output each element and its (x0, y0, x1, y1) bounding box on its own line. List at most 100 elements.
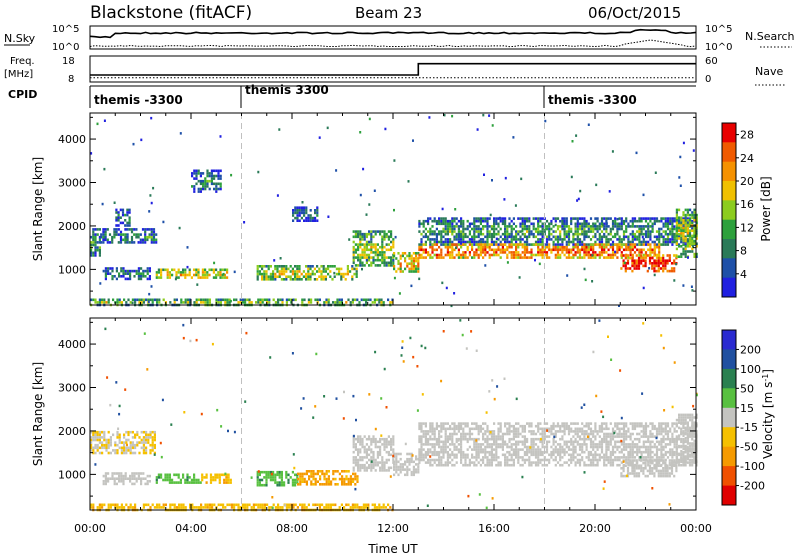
nsky-left-tick-top: 10^5 (52, 24, 79, 35)
power-cbar-swatch-7 (722, 258, 736, 279)
vel-cbar-swatch-5 (722, 427, 736, 448)
nsky-left-tick-bottom: 10^0 (52, 42, 79, 53)
vel-cbar-tick-2: 50 (740, 382, 754, 395)
power-echo-band-7 (393, 252, 420, 273)
velocity-echo-band-0 (90, 430, 156, 455)
vel-cbar-swatch-7 (722, 466, 736, 486)
velocity-echo-band-4 (256, 470, 299, 487)
power-cbar-tick-0: 4 (740, 268, 747, 281)
power-cbar-swatch-2 (722, 161, 736, 182)
freq-trace (90, 62, 696, 76)
power-echo-marks (90, 113, 698, 308)
vel-cbar-swatch-2 (722, 368, 736, 389)
power-colorbar-label: Power [dB] (759, 176, 773, 241)
power-echo-band-10 (620, 254, 678, 273)
power-cbar-swatch-1 (722, 142, 736, 163)
vel-cbar-swatch-4 (722, 407, 736, 428)
time-tick-label-1: 04:00 (175, 522, 207, 535)
time-tick-label-4: 16:00 (478, 522, 510, 535)
velocity-ytick-label-3: 4000 (58, 338, 86, 351)
power-cbar-tick-5: 24 (740, 152, 754, 165)
power-cbar-swatch-6 (722, 239, 736, 259)
power-echo-band-14 (292, 206, 319, 222)
velocity-echo-band-7 (393, 452, 420, 477)
velocity-axis: 1000 2000 3000 4000 00:00 04:00 08:00 12:00 16:0… (58, 318, 712, 535)
vel-cbar-tick-1: 100 (740, 363, 761, 376)
vel-cbar-swatch-0 (722, 330, 736, 350)
nsky-trace (89, 28, 697, 39)
nsearch-trace (89, 39, 697, 48)
velocity-ytick-label-2: 3000 (58, 382, 86, 395)
freq-panel-frame (89, 55, 697, 83)
power-ytick-label-1: 2000 (58, 220, 86, 233)
power-echo-band-3 (115, 208, 131, 227)
power-colorbar: 4 8 12 16 20 24 28 (721, 122, 754, 298)
time-tick-label-0: 00:00 (74, 522, 106, 535)
vel-cbar-tick-3: 15 (740, 402, 754, 415)
power-cbar-tick-4: 20 (740, 175, 754, 188)
power-ytick-label-0: 1000 (58, 263, 86, 276)
cpid-segment-label-0: themis -3300 (94, 93, 183, 107)
power-cbar-tick-6: 28 (740, 129, 754, 142)
nsky-right-tick-bottom: 10^0 (705, 42, 732, 53)
nsky-right-tick-top: 10^5 (705, 24, 732, 35)
velocity-ytick-label-0: 1000 (58, 468, 86, 481)
power-echo-band-6 (352, 230, 395, 267)
vel-cbar-tick-6: -100 (740, 460, 765, 473)
velocity-ytick-label-1: 2000 (58, 425, 86, 438)
vel-cbar-swatch-1 (722, 349, 736, 370)
cpid-label: CPID (8, 88, 37, 101)
power-cbar-swatch-3 (722, 181, 736, 201)
power-echo-band-8 (418, 217, 698, 246)
power-echo-band-11 (675, 208, 698, 258)
time-tick-label-2: 08:00 (276, 522, 308, 535)
beam-title: Beam 23 (355, 4, 422, 22)
power-echo-band-5 (256, 265, 358, 281)
power-cbar-swatch-5 (722, 219, 736, 240)
cpid-segment-label-1: themis 3300 (245, 83, 329, 97)
nsearch-label: N.Search (745, 30, 795, 43)
vel-cbar-swatch-6 (722, 446, 736, 467)
power-cbar-tick-2: 12 (740, 221, 754, 234)
freq-tick-top: 18 (62, 56, 75, 67)
vel-cbar-tick-0: 200 (740, 343, 761, 356)
time-tick-label-3: 12:00 (377, 522, 409, 535)
power-ylabel: Slant Range [km] (31, 157, 45, 261)
power-echo-band-13 (191, 169, 222, 193)
power-ytick-label-2: 3000 (58, 177, 86, 190)
power-echo-band-0 (90, 228, 101, 257)
power-echo-band-2 (102, 267, 151, 281)
time-axis-label: Time UT (367, 542, 418, 554)
velocity-echo-band-3 (201, 473, 232, 484)
power-echo-band-1 (100, 228, 158, 244)
velocity-echo-marks (90, 319, 698, 512)
freq-tick-bottom: 8 (68, 74, 74, 85)
velocity-ylabel: Slant Range [km] (31, 362, 45, 466)
velocity-echo-band-5 (297, 470, 359, 486)
freq-unit-label: [MHz] (4, 69, 33, 80)
power-axis: 1000 2000 3000 4000 (58, 113, 697, 305)
station-title: Blackstone (fitACF) (90, 3, 252, 23)
velocity-colorbar: 200 100 50 15 -15 -50 -100 -200 (721, 329, 765, 506)
velocity-echo-band-9 (620, 459, 678, 478)
power-cbar-swatch-8 (722, 277, 736, 298)
time-tick-label-5: 20:00 (579, 522, 611, 535)
velocity-echo-band-2 (155, 473, 202, 484)
vel-cbar-tick-5: -50 (740, 441, 758, 454)
nsky-panel-frame (89, 25, 697, 50)
vel-cbar-tick-7: -200 (740, 480, 765, 493)
velocity-echo-band-1 (102, 472, 151, 486)
vel-cbar-tick-4: -15 (740, 421, 758, 434)
vel-cbar-swatch-3 (722, 388, 736, 409)
nave-label: Nave (755, 65, 783, 78)
power-cbar-swatch-0 (722, 123, 736, 143)
power-cbar-tick-3: 16 (740, 198, 754, 211)
nsky-label: N.Sky (4, 32, 36, 45)
velocity-colorbar-label: Velocity [m s-1] (761, 369, 775, 459)
date-title: 06/Oct/2015 (588, 4, 681, 22)
time-tick-label-6: 00:00 (680, 522, 712, 535)
power-ytick-label-3: 4000 (58, 133, 86, 146)
cpid-segment-label-2: themis -3300 (548, 93, 637, 107)
power-echo-band-9 (418, 243, 661, 259)
